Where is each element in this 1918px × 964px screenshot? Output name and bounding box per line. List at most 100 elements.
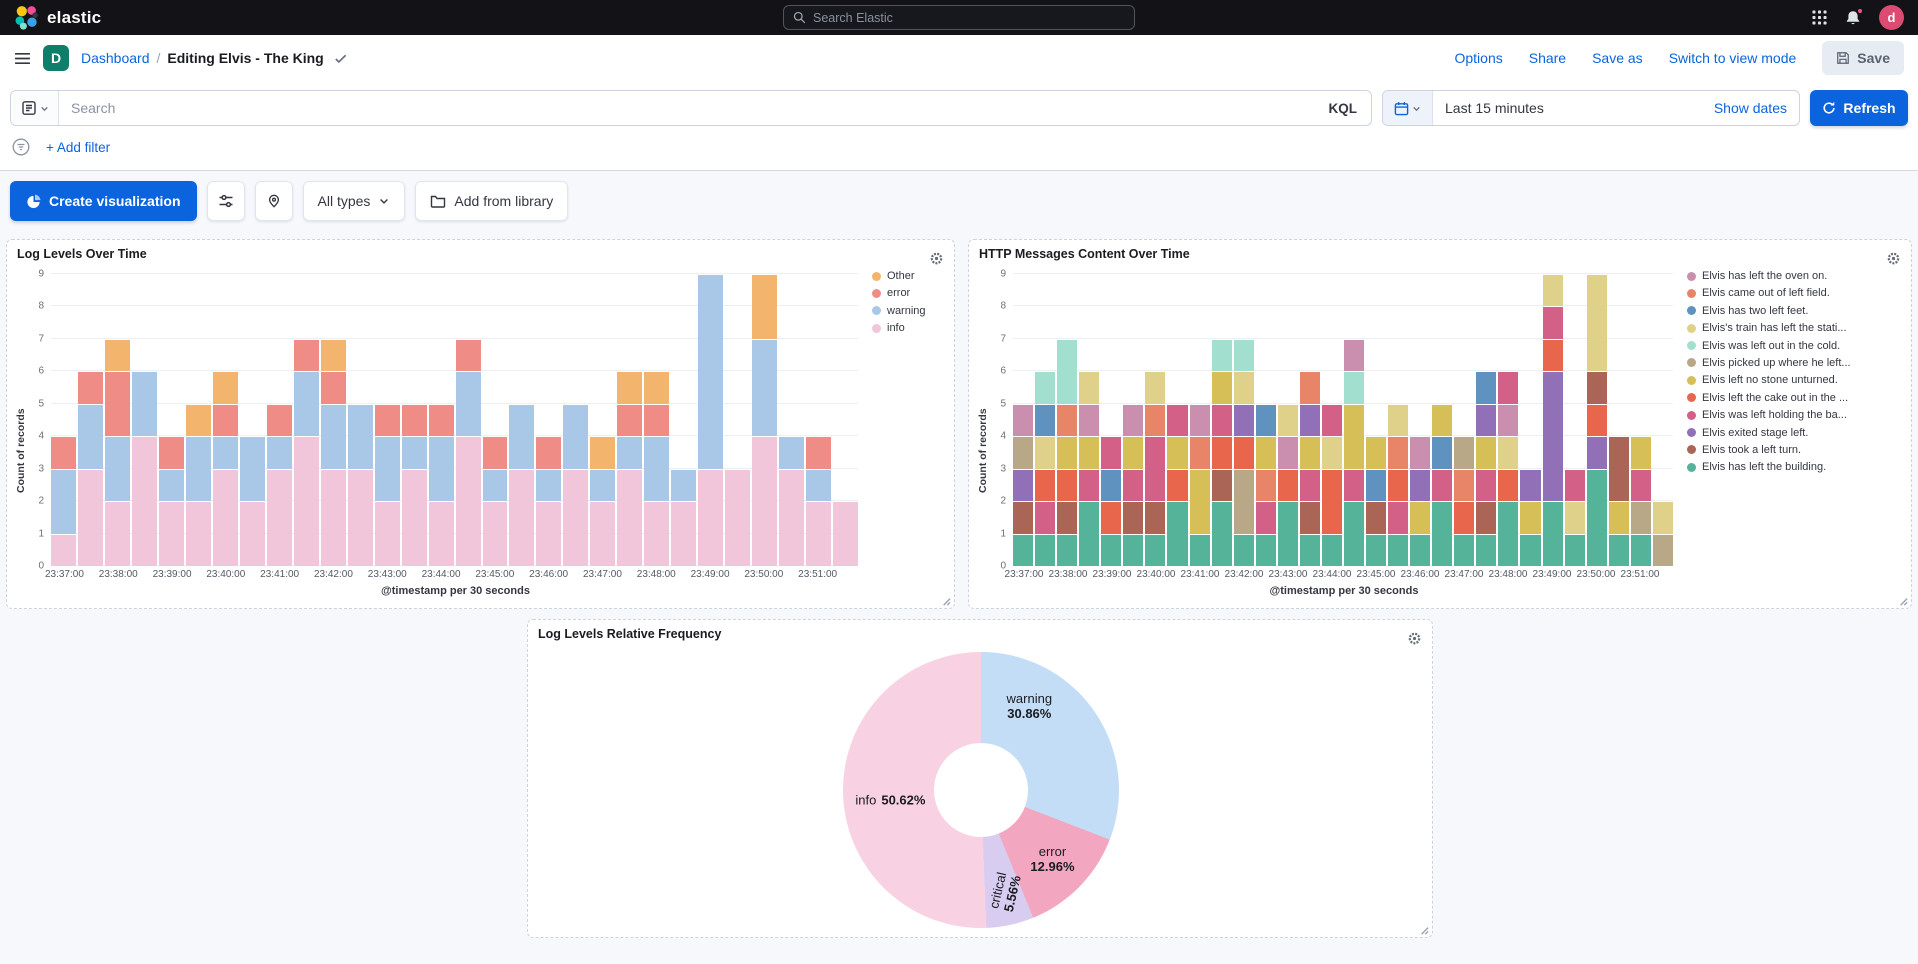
filter-icon[interactable]	[12, 138, 30, 156]
add-from-library-button[interactable]: Add from library	[415, 181, 569, 221]
stacked-bar[interactable]	[1564, 274, 1585, 566]
legend-item[interactable]: Elvis was left out in the cold.	[1687, 340, 1903, 352]
elastic-logo[interactable]	[14, 5, 39, 30]
stacked-bar[interactable]	[1520, 274, 1541, 566]
stacked-bar[interactable]	[1498, 274, 1519, 566]
legend-item[interactable]: Elvis exited stage left.	[1687, 427, 1903, 439]
stacked-bar[interactable]	[428, 274, 454, 566]
stacked-bar[interactable]	[1123, 274, 1144, 566]
stacked-bar[interactable]	[779, 274, 805, 566]
panel-settings-gear-icon[interactable]	[924, 247, 948, 269]
legend-item[interactable]: Elvis came out of left field.	[1687, 287, 1903, 299]
menu-icon[interactable]	[14, 50, 31, 67]
stacked-bar[interactable]	[1057, 274, 1078, 566]
stacked-bar[interactable]	[1432, 274, 1453, 566]
add-control-button[interactable]	[206, 181, 245, 221]
legend-item[interactable]: Elvis left no stone unturned.	[1687, 374, 1903, 386]
stacked-bar[interactable]	[617, 274, 643, 566]
legend-item[interactable]: info	[872, 322, 946, 334]
legend-item[interactable]: error	[872, 287, 946, 299]
stacked-bar[interactable]	[374, 274, 400, 566]
apps-grid-icon[interactable]	[1812, 10, 1827, 25]
stacked-bar[interactable]	[212, 274, 238, 566]
options-button[interactable]: Options	[1454, 50, 1503, 66]
save-button[interactable]: Save	[1822, 41, 1904, 75]
calendar-button[interactable]	[1383, 91, 1433, 125]
stacked-bar[interactable]	[509, 274, 535, 566]
legend-item[interactable]: Elvis's train has left the stati...	[1687, 322, 1903, 334]
stacked-bar[interactable]	[1321, 274, 1342, 566]
stacked-bar[interactable]	[131, 274, 157, 566]
stacked-bar[interactable]	[752, 274, 778, 566]
panel-resize-handle[interactable]	[1897, 595, 1908, 606]
stacked-bar[interactable]	[1167, 274, 1188, 566]
create-visualization-button[interactable]: Create visualization	[10, 181, 197, 221]
stacked-bar[interactable]	[1299, 274, 1320, 566]
query-input[interactable]	[59, 91, 1315, 125]
stacked-bar[interactable]	[266, 274, 292, 566]
legend-item[interactable]: Elvis was left holding the ba...	[1687, 409, 1903, 421]
legend-item[interactable]: Elvis has left the oven on.	[1687, 270, 1903, 282]
stacked-bar[interactable]	[320, 274, 346, 566]
stacked-bar[interactable]	[644, 274, 670, 566]
stacked-bar[interactable]	[1366, 274, 1387, 566]
stacked-bar[interactable]	[698, 274, 724, 566]
panel-resize-handle[interactable]	[940, 595, 951, 606]
stacked-bar[interactable]	[1586, 274, 1607, 566]
refresh-button[interactable]: Refresh	[1810, 90, 1908, 126]
stacked-bar[interactable]	[1454, 274, 1475, 566]
switch-view-mode-button[interactable]: Switch to view mode	[1668, 50, 1797, 66]
global-search-input[interactable]	[813, 10, 1125, 25]
title-check-icon[interactable]	[333, 51, 348, 66]
legend-item[interactable]: Elvis has left the building.	[1687, 461, 1903, 473]
donut-chart[interactable]: warning 30.86% error 12.96% critical 5.56% inf…	[843, 652, 1119, 928]
stacked-bar[interactable]	[806, 274, 832, 566]
add-filter-button[interactable]: + Add filter	[46, 139, 111, 155]
stacked-bar[interactable]	[563, 274, 589, 566]
stacked-bar[interactable]	[347, 274, 373, 566]
legend-item[interactable]: Other	[872, 270, 946, 282]
stacked-bar[interactable]	[590, 274, 616, 566]
stacked-bar[interactable]	[158, 274, 184, 566]
stacked-bar[interactable]	[1101, 274, 1122, 566]
stacked-bar[interactable]	[293, 274, 319, 566]
stacked-bar[interactable]	[482, 274, 508, 566]
annotation-pin-button[interactable]	[254, 181, 293, 221]
panel-settings-gear-icon[interactable]	[1402, 627, 1426, 649]
stacked-bar[interactable]	[1189, 274, 1210, 566]
user-avatar[interactable]: d	[1879, 5, 1904, 30]
stacked-bar[interactable]	[1211, 274, 1232, 566]
all-types-dropdown[interactable]: All types	[302, 181, 406, 221]
stacked-bar[interactable]	[401, 274, 427, 566]
legend-item[interactable]: Elvis picked up where he left...	[1687, 357, 1903, 369]
legend-item[interactable]: Elvis has two left feet.	[1687, 305, 1903, 317]
stacked-bar[interactable]	[51, 274, 76, 566]
show-dates-button[interactable]: Show dates	[1713, 100, 1787, 116]
panel-resize-handle[interactable]	[1418, 924, 1429, 935]
stacked-bar[interactable]	[239, 274, 265, 566]
legend-item[interactable]: Elvis left the cake out in the ...	[1687, 392, 1903, 404]
stacked-bar[interactable]	[1608, 274, 1629, 566]
panel-settings-gear-icon[interactable]	[1881, 247, 1905, 269]
stacked-bar[interactable]	[1145, 274, 1166, 566]
stacked-bar[interactable]	[104, 274, 130, 566]
stacked-bar[interactable]	[1652, 274, 1673, 566]
stacked-bar[interactable]	[1255, 274, 1276, 566]
stacked-bar[interactable]	[1542, 274, 1563, 566]
stacked-bar[interactable]	[185, 274, 211, 566]
stacked-bar[interactable]	[1630, 274, 1651, 566]
dashboard-app-badge[interactable]: D	[43, 45, 69, 71]
global-search[interactable]	[783, 5, 1135, 30]
stacked-bar[interactable]	[833, 274, 859, 566]
stacked-bar[interactable]	[1343, 274, 1364, 566]
save-as-button[interactable]: Save as	[1592, 50, 1643, 66]
stacked-bar[interactable]	[1079, 274, 1100, 566]
saved-query-menu-button[interactable]	[11, 91, 59, 125]
stacked-bar[interactable]	[1410, 274, 1431, 566]
stacked-bar[interactable]	[455, 274, 481, 566]
legend-item[interactable]: warning	[872, 305, 946, 317]
stacked-bar[interactable]	[1476, 274, 1497, 566]
breadcrumb-dashboard-link[interactable]: Dashboard	[81, 50, 150, 66]
legend-item[interactable]: Elvis took a left turn.	[1687, 444, 1903, 456]
stacked-bar[interactable]	[536, 274, 562, 566]
